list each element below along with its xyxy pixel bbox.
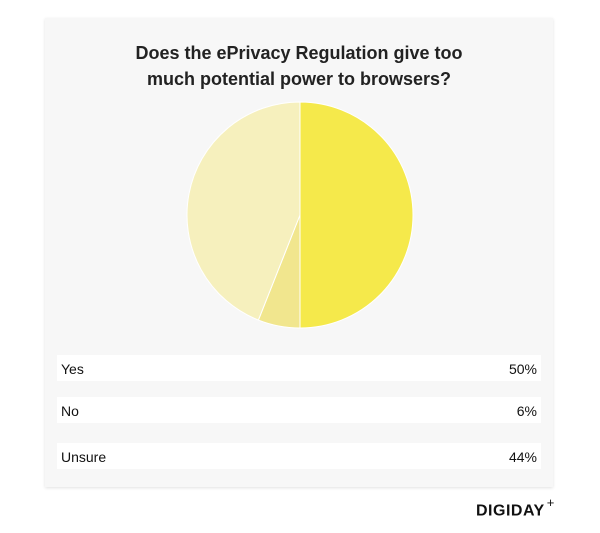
brand-name: DIGIDAY: [476, 502, 545, 520]
value-label: 50%: [508, 361, 537, 377]
brand-logo: DIGIDAY +: [476, 495, 555, 520]
legend-row: Yes 50%: [57, 355, 541, 381]
brand-mark: +: [546, 495, 555, 510]
chart-card: Does the ePrivacy Regulation give too mu…: [45, 18, 553, 487]
value-label: 6%: [516, 403, 537, 419]
legend-row: No 6%: [57, 397, 541, 423]
category-label: Unsure: [61, 449, 107, 465]
pie-slice: [186, 101, 301, 321]
value-label: 44%: [508, 449, 537, 465]
category-label: No: [61, 403, 79, 419]
pie-slice: [299, 101, 414, 329]
chart-title: Does the ePrivacy Regulation give too mu…: [135, 43, 463, 89]
category-label: Yes: [61, 361, 84, 377]
pie-chart: [186, 101, 414, 329]
legend-row: Unsure 44%: [57, 443, 541, 469]
